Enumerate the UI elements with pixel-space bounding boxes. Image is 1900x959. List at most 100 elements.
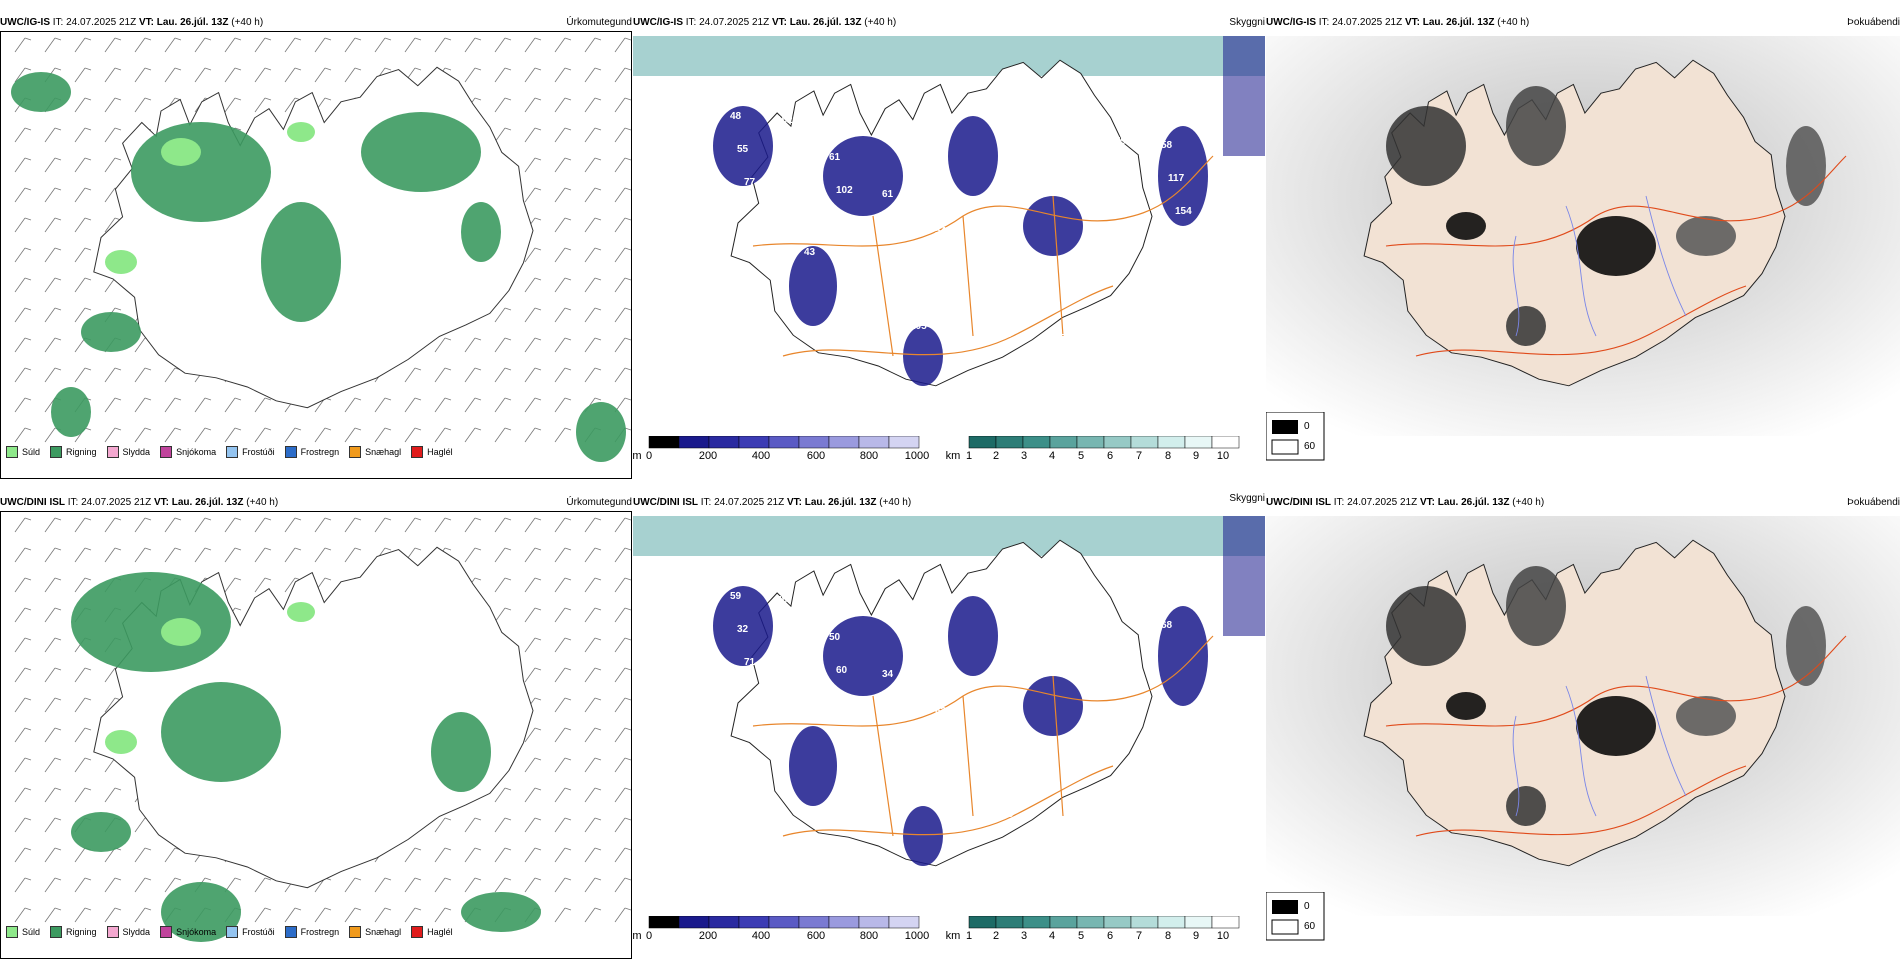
panel-title: Úrkomutegund: [566, 497, 632, 508]
colorbar-cell-m: [648, 916, 680, 929]
cloud-base-label: 34: [882, 669, 894, 680]
cloud-base-label: 187: [1069, 132, 1086, 143]
colorbar-cell-m: [888, 436, 920, 449]
ceiling-colorbars: m 0 200 400 600 800 1000 km 1 2 3 4 5 6 …: [632, 436, 1265, 466]
precip-map: [0, 511, 632, 959]
tick-km: 8: [1164, 450, 1172, 462]
tick-m: 400: [751, 450, 771, 462]
cloud-base-label: 41: [988, 743, 1000, 754]
cloud-base-label: 49: [942, 259, 954, 270]
cloud-base-label: 41: [1041, 300, 1053, 311]
cloud-base-label: 39: [1055, 846, 1067, 857]
cloud-base-label: 36: [783, 148, 795, 159]
cloud-base-label: 29: [956, 325, 968, 336]
colorbar-cell-m: [858, 436, 890, 449]
fog-panel-2: UWC/DINI ISL IT: 24.07.2025 21Z VT: Lau.…: [1266, 496, 1900, 946]
colorbar-cell-km: [1076, 916, 1105, 929]
fog-map: [1266, 516, 1900, 916]
legend-label: Súld: [22, 927, 41, 937]
colorbar-unit-m: m: [632, 930, 642, 942]
coastline: [730, 59, 1153, 387]
legend-item: Frostúði: [226, 446, 275, 458]
ceiling-colorbars: m 0 200 400 600 800 1000 km 1 2 3 4 5 6 …: [632, 916, 1265, 946]
legend-label: Slydda: [122, 447, 151, 457]
tick-m: 1000: [904, 930, 930, 942]
cloud-base-label: 42: [1062, 99, 1074, 110]
cloud-base-label: 50: [829, 632, 841, 643]
fog-map-svg: [1266, 36, 1900, 436]
legend-item: Frostregn: [284, 446, 340, 458]
ceiling-map-svg: 82 78 50 34 62 41 51 95 61 59 59 60 79 49 60 36 45 53 32 38…: [633, 516, 1265, 916]
tick-km: 10: [1216, 450, 1230, 462]
fog-scale-dark: 0: [1304, 421, 1310, 432]
legend-swatch: [226, 926, 239, 938]
cloud-base-label: 43: [804, 247, 816, 258]
colorbar-cell-km: [968, 916, 997, 929]
cloud-base-label: 102: [836, 185, 853, 196]
tick-km: 4: [1048, 450, 1056, 462]
cloud-base-label: 63: [1108, 103, 1120, 114]
colorbar-cell-m: [828, 916, 860, 929]
cloud-base-label: 105: [910, 321, 927, 332]
cloud-base-label: 50: [1154, 107, 1166, 118]
colorbar-unit-km: km: [945, 930, 961, 942]
colorbar-cell-km: [1130, 436, 1159, 449]
cloud-base-label: 36: [790, 181, 802, 192]
cloud-base-label: 53: [797, 214, 809, 225]
colorbar-cell-km: [1157, 436, 1186, 449]
colorbar-cell-km: [1184, 916, 1213, 929]
cloud-base-label: 176: [1122, 169, 1139, 180]
colorbar-ticks-m: m 0 200 400 600 800 1000 km 1 2 3 4 5 6 …: [632, 930, 1265, 942]
cloud-base-label: 48: [1101, 370, 1113, 381]
ceiling-map: 197 152 61 61 54 51 41 56 73 48 36 102 55 49 102 125 48 5…: [633, 36, 1265, 436]
colorbar-cell-m: [858, 916, 890, 929]
precip-areas: [11, 72, 626, 462]
fog-scale-light: 60: [1304, 441, 1316, 452]
fog-scale-light: 60: [1304, 921, 1316, 932]
cloud-base-label: 58: [1161, 140, 1173, 151]
run-info: UWC/DINI ISL IT: 24.07.2025 21Z VT: Lau.…: [0, 497, 279, 508]
tick-km: 2: [992, 450, 1000, 462]
legend-label: Súld: [22, 447, 41, 457]
legend-swatch: [160, 446, 173, 458]
colorbar-cell-m: [798, 916, 830, 929]
tick-km: 6: [1106, 450, 1114, 462]
cloud-base-label: 51: [1041, 780, 1053, 791]
colorbar-cell-km: [1157, 916, 1186, 929]
run-info: UWC/IG-IS IT: 24.07.2025 21Z VT: Lau. 26…: [0, 17, 264, 28]
colorbar-cell-m: [708, 916, 740, 929]
legend-label: Slydda: [122, 927, 151, 937]
colorbar-cell-km: [1211, 916, 1240, 929]
legend-label: Frostregn: [300, 447, 340, 457]
cloud-base-label: 67: [896, 735, 908, 746]
cloud-base-label: 45: [1101, 850, 1113, 861]
ceiling-map-svg: 197 152 61 61 54 51 41 56 73 48 36 102 55 49 102 125 48 5…: [633, 36, 1265, 436]
tick-m: 600: [806, 930, 826, 942]
low-cloud-areas: [713, 106, 1208, 386]
cloud-base-label: 45: [1002, 809, 1014, 820]
cloud-base-label: 49: [942, 739, 954, 750]
legend-swatch: [160, 926, 173, 938]
tick-m: 0: [645, 450, 653, 462]
tick-km: 9: [1192, 450, 1200, 462]
legend-label: Snæhagl: [365, 447, 402, 457]
cloud-base-label: 154: [1175, 206, 1192, 217]
run-info: UWC/IG-IS IT: 24.07.2025 21Z VT: Lau. 26…: [633, 17, 897, 28]
tick-m: 800: [859, 450, 879, 462]
cloud-base-label: 57: [1055, 366, 1067, 377]
fog-scale: 0 60: [1266, 892, 1326, 942]
legend-item: Súld: [6, 446, 40, 458]
colorbar-cell-m: [678, 436, 710, 449]
tick-m: 200: [698, 450, 718, 462]
cloud-base-label: 60: [836, 665, 848, 676]
cloud-base-label: 71: [744, 657, 756, 668]
fog-dark-areas: [1386, 566, 1826, 826]
legend-item: Rigning: [50, 446, 97, 458]
tick-m: 800: [859, 930, 879, 942]
coastline: [1363, 539, 1786, 867]
run-info: UWC/IG-IS IT: 24.07.2025 21Z VT: Lau. 26…: [1266, 17, 1530, 28]
cloud-base-label: 60: [995, 776, 1007, 787]
cloud-base-label: 77: [744, 177, 756, 188]
cloud-base-label: 46: [903, 288, 915, 299]
tick-km: 3: [1020, 450, 1028, 462]
